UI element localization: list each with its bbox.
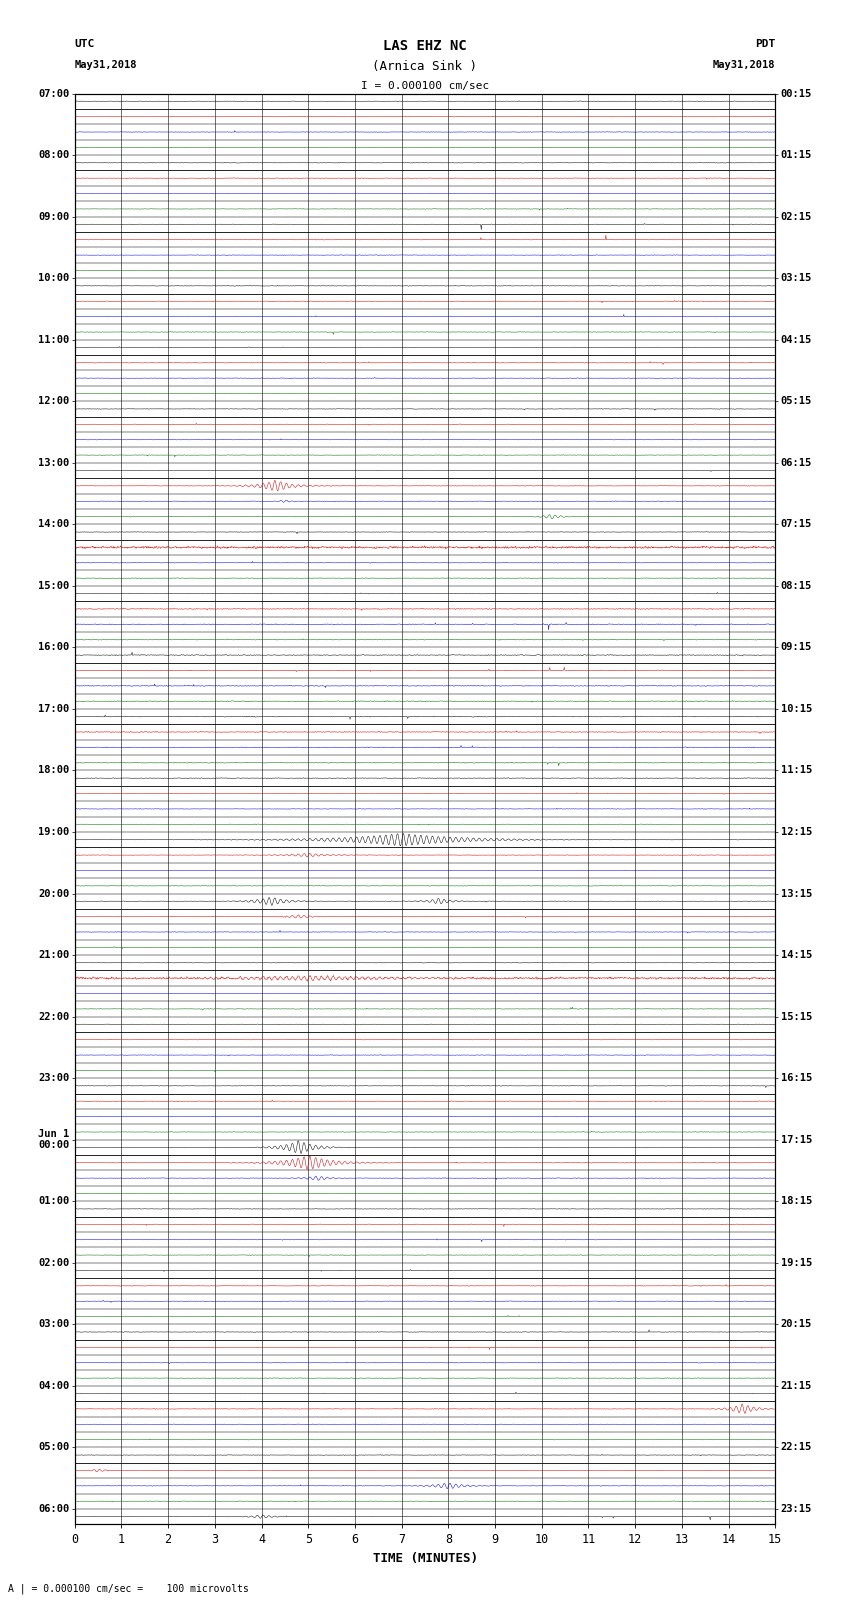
Text: (Arnica Sink ): (Arnica Sink ) — [372, 60, 478, 73]
Text: I = 0.000100 cm/sec: I = 0.000100 cm/sec — [361, 81, 489, 90]
X-axis label: TIME (MINUTES): TIME (MINUTES) — [372, 1552, 478, 1565]
Text: A | = 0.000100 cm/sec =    100 microvolts: A | = 0.000100 cm/sec = 100 microvolts — [8, 1582, 249, 1594]
Text: UTC: UTC — [75, 39, 95, 48]
Text: PDT: PDT — [755, 39, 775, 48]
Text: LAS EHZ NC: LAS EHZ NC — [383, 39, 467, 53]
Text: May31,2018: May31,2018 — [712, 60, 775, 69]
Text: May31,2018: May31,2018 — [75, 60, 138, 69]
